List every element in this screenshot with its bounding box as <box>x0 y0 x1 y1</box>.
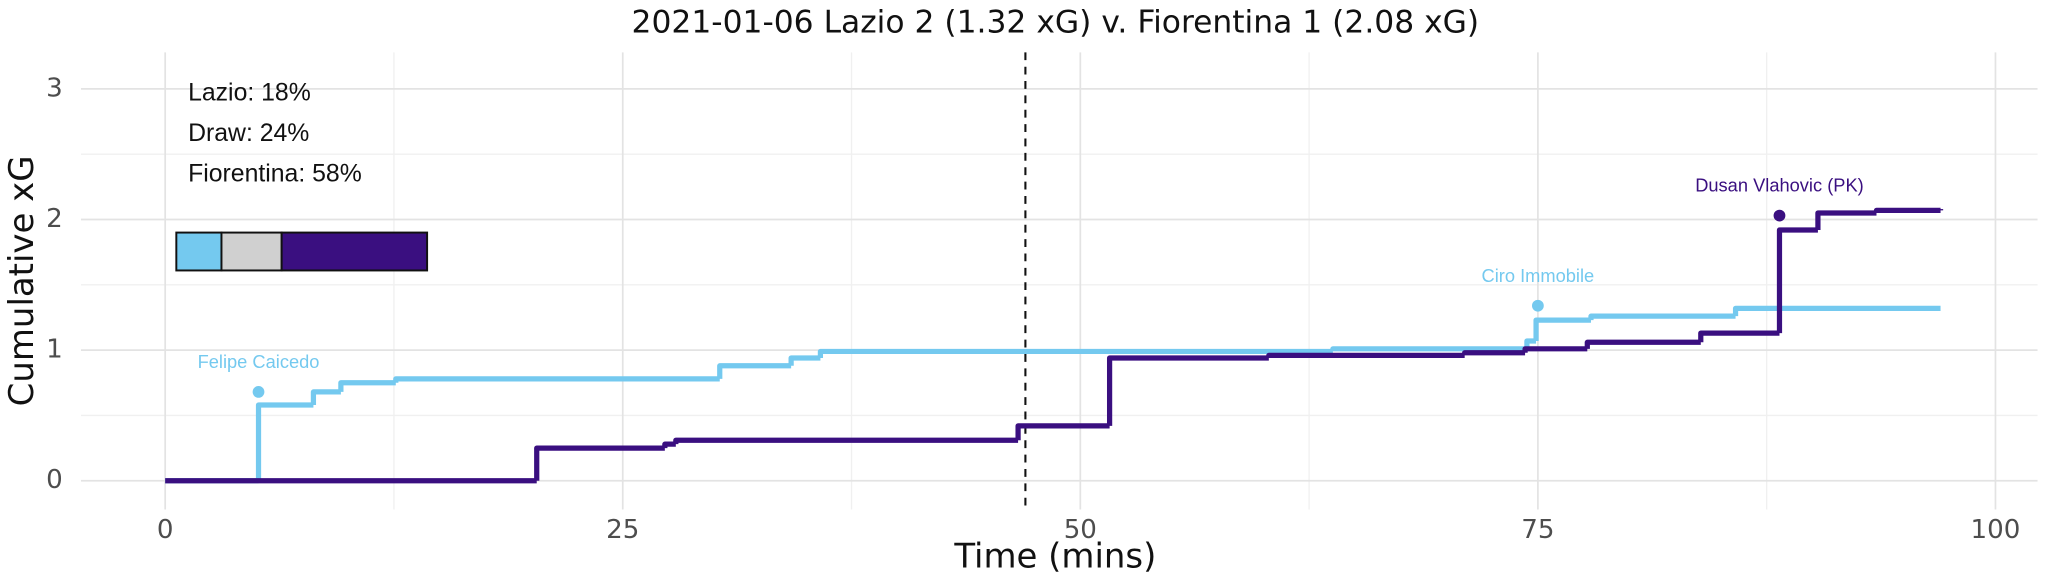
goal-marker <box>1773 209 1786 222</box>
probability-label: Fiorentina: 58% <box>188 161 362 188</box>
probability-segment <box>280 231 429 272</box>
step-segment <box>1106 355 1269 426</box>
step-segment <box>255 402 314 481</box>
step-segment <box>1522 346 1588 353</box>
goal-label: Ciro Immobile <box>1482 265 1595 286</box>
chart-title: 2021-01-06 Lazio 2 (1.32 xG) v. Fiorenti… <box>632 5 1480 41</box>
step-segment <box>662 441 676 449</box>
step-segment <box>1815 210 1877 230</box>
step-segment <box>1015 423 1110 441</box>
step-segment <box>817 348 1333 358</box>
step-segment <box>338 380 396 392</box>
step-segment <box>717 363 792 379</box>
goal-label: Dusan Vlahovic (PK) <box>1695 175 1864 196</box>
step-segment <box>1462 350 1526 356</box>
step-segment <box>1266 352 1465 358</box>
goal-marker <box>252 386 265 398</box>
y-tick-label: 2 <box>46 204 63 234</box>
x-axis-label: Time (mins) <box>953 536 1156 576</box>
step-segment <box>1698 330 1780 343</box>
step-segment <box>310 389 341 405</box>
goal-marker <box>1532 299 1544 312</box>
step-segment <box>1330 346 1527 352</box>
step-segment <box>1776 227 1818 334</box>
step-segment <box>788 355 821 366</box>
y-tick-label: 1 <box>46 335 63 365</box>
x-tick-label: 25 <box>606 515 639 545</box>
step-segment <box>1732 305 1941 317</box>
step-segment <box>393 376 720 383</box>
step-segment <box>1588 313 1736 321</box>
probability-label: Lazio: 18% <box>188 80 311 107</box>
step-segment <box>1873 207 1941 213</box>
y-tick-label: 3 <box>46 73 63 103</box>
y-axis-label: Cumulative xG <box>2 155 42 406</box>
x-tick-label: 100 <box>1971 515 2021 545</box>
goal-label: Felipe Caicedo <box>198 351 320 372</box>
step-segment <box>673 437 1019 445</box>
step-segment <box>1584 339 1701 349</box>
x-tick-label: 50 <box>1064 515 1097 545</box>
x-tick-label: 75 <box>1521 515 1554 545</box>
step-segment <box>534 445 665 481</box>
step-segment <box>1533 317 1591 341</box>
y-tick-label: 0 <box>46 465 63 495</box>
probability-segment <box>175 231 223 272</box>
x-tick-label: 0 <box>157 515 174 545</box>
probability-label: Draw: 24% <box>188 120 309 147</box>
probability-segment <box>220 231 283 272</box>
